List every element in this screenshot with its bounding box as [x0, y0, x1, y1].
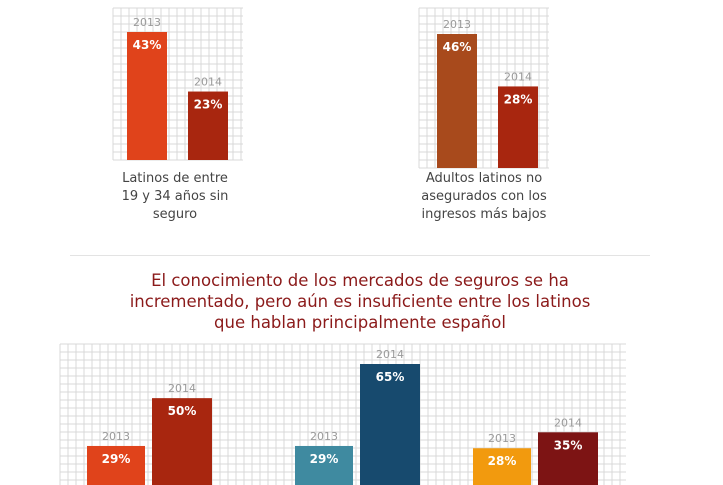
year-label: 2014	[504, 70, 532, 83]
value-label: 29%	[102, 452, 131, 466]
year-label: 2013	[443, 18, 471, 31]
year-label: 2014	[194, 76, 222, 89]
caption-line: Adultos latinos no	[425, 171, 543, 186]
year-label: 2013	[488, 432, 516, 445]
caption-line: 19 y 34 años sin	[121, 189, 229, 204]
chart-bar	[498, 86, 538, 168]
chart-bar	[152, 398, 212, 485]
chart-bar	[360, 364, 420, 485]
chart-bar	[295, 445, 353, 485]
year-label: 2013	[310, 430, 338, 443]
chart-bar	[437, 34, 477, 168]
value-label: 23%	[194, 98, 223, 112]
chart-bar	[87, 445, 145, 485]
year-label: 2014	[168, 382, 196, 395]
chart-bar	[127, 32, 167, 160]
year-label: 2013	[133, 16, 161, 29]
chart-bar	[538, 432, 598, 485]
headline-line: que hablan principalmente español	[214, 313, 506, 332]
chart-bar	[188, 91, 228, 160]
headline-line: incrementado, pero aún es insuficiente e…	[129, 292, 591, 311]
year-label: 2014	[554, 416, 582, 429]
chart-caption-low-income-uninsured: Adultos latinos no asegurados con los in…	[398, 170, 570, 224]
caption-line: ingresos más bajos	[421, 207, 547, 222]
section-headline: El conocimiento de los mercados de segur…	[60, 270, 660, 333]
year-label: 2013	[102, 430, 130, 443]
chart-bar	[473, 448, 531, 485]
value-label: 43%	[133, 38, 162, 52]
value-label: 65%	[376, 370, 405, 384]
value-label: 46%	[443, 40, 472, 54]
chart-caption-young-uninsured: Latinos de entre 19 y 34 años sin seguro	[100, 170, 250, 224]
caption-line: asegurados con los	[421, 189, 547, 204]
section-divider	[70, 255, 650, 256]
value-label: 50%	[168, 404, 197, 418]
headline-line: El conocimiento de los mercados de segur…	[151, 271, 569, 290]
caption-line: Latinos de entre	[122, 171, 228, 186]
year-label: 2014	[376, 348, 404, 361]
value-label: 28%	[488, 454, 517, 468]
caption-line: seguro	[152, 207, 198, 222]
value-label: 35%	[554, 438, 583, 452]
value-label: 28%	[504, 92, 533, 106]
value-label: 29%	[310, 452, 339, 466]
